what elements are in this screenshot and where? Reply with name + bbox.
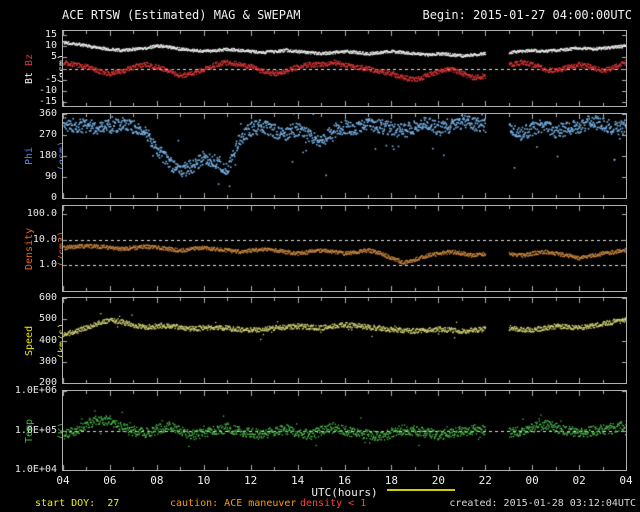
density-plot-canvas: [63, 206, 626, 291]
y-tick-label: 10.0: [32, 234, 57, 245]
x-tick-label: 16: [337, 474, 352, 487]
begin-timestamp: Begin: 2015-01-27 04:00:00UTC: [422, 8, 632, 22]
temp-panel: [62, 390, 627, 471]
mag-panel: [62, 30, 627, 107]
y-tick-label: 0: [50, 192, 57, 203]
y-tick-label: 1.0: [38, 259, 57, 270]
mag-plot-canvas: [63, 31, 626, 106]
y-tick-label: 5: [50, 51, 57, 62]
x-tick-label: 14: [290, 474, 305, 487]
x-axis-title: UTC(hours): [311, 486, 378, 499]
y-tick-label: 1.0E+05: [14, 425, 57, 436]
x-tick-label: 06: [103, 474, 117, 487]
x-tick-label: 12: [244, 474, 258, 487]
y-tick-label: -5: [44, 74, 57, 85]
phi-plot-canvas: [63, 114, 626, 198]
x-tick-label: 18: [384, 474, 399, 487]
x-tick-label: 00: [525, 474, 539, 487]
y-tick-label: 200: [38, 377, 57, 388]
y-tick-label: -10: [38, 85, 57, 96]
x-tick-label: 20: [431, 474, 445, 487]
x-tick-label: 04: [56, 474, 70, 487]
y-tick-label: 180: [38, 150, 57, 161]
x-tick-label: 08: [150, 474, 164, 487]
y-axis-ticks-speed: 600 500 400 300 200: [12, 293, 59, 388]
created-timestamp: created: 2015-01-28 03:12:04UTC: [449, 498, 636, 509]
y-tick-label: 15: [44, 29, 57, 40]
speed-panel: [62, 297, 627, 384]
y-tick-label: 1.0E+04: [14, 464, 57, 475]
y-tick-label: 300: [38, 356, 57, 367]
temp-plot-canvas: [63, 391, 626, 470]
y-tick-label: 400: [38, 335, 57, 346]
x-tick-label: 10: [197, 474, 211, 487]
x-tick-label: 04: [619, 474, 633, 487]
density-warning-label: density < 1: [300, 498, 367, 509]
y-tick-label: 1.0E+06: [14, 385, 57, 396]
density-panel: [62, 205, 627, 292]
x-tick-label: 02: [572, 474, 586, 487]
caution-label: caution: ACE maneuver: [170, 498, 297, 509]
start-doy-label: start DOY: 27: [35, 498, 120, 509]
page-title: ACE RTSW (Estimated) MAG & SWEPAM: [62, 8, 301, 22]
y-tick-label: 270: [38, 129, 57, 140]
y-axis-ticks-density: 100.0 10.0 1.0: [12, 206, 59, 291]
y-axis-ticks-mag: 15 10 5 -5 -10 -15: [12, 29, 59, 107]
maneuver-bar: [386, 489, 455, 491]
phi-panel: [62, 113, 627, 199]
y-tick-label: -15: [38, 96, 57, 107]
y-tick-label: 10: [44, 40, 57, 51]
y-tick-label: 100.0: [26, 208, 57, 219]
y-tick-label: 90: [44, 171, 57, 182]
x-tick-label: 22: [478, 474, 492, 487]
y-axis-ticks-temp: 1.0E+06 1.0E+05 1.0E+04: [12, 386, 59, 475]
y-tick-label: 600: [38, 292, 57, 303]
y-tick-label: 500: [38, 313, 57, 324]
speed-plot-canvas: [63, 298, 626, 383]
y-tick-label: 360: [38, 108, 57, 119]
y-axis-ticks-phi: 360 270 180 90 0: [12, 109, 59, 203]
